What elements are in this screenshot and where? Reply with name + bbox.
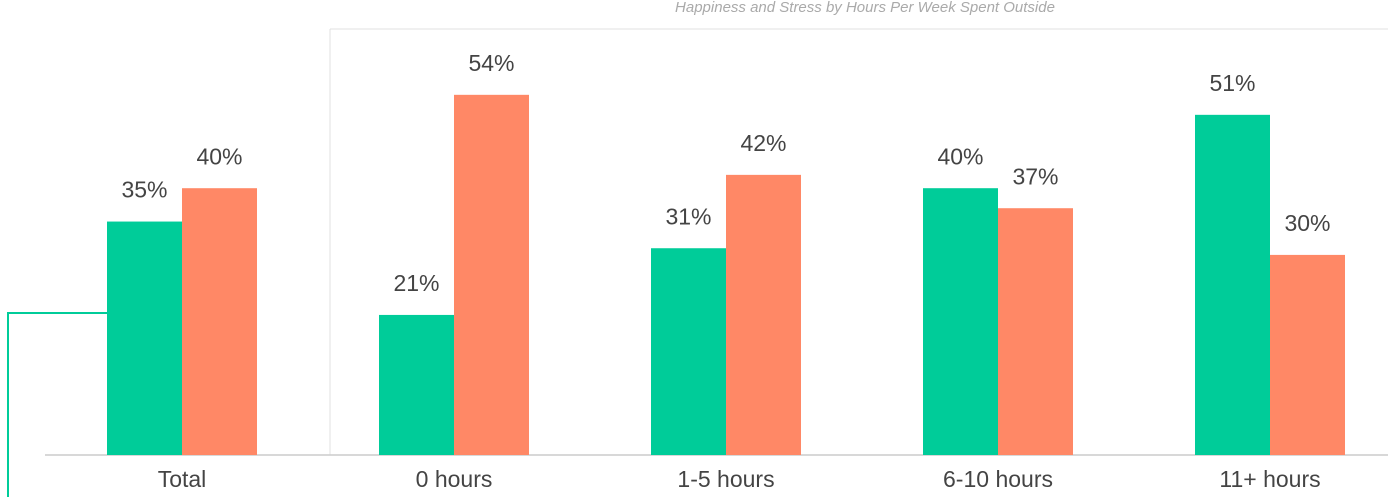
x-tick-label: 6-10 hours <box>943 466 1053 492</box>
x-tick-label: 1-5 hours <box>677 466 774 492</box>
connector <box>7 312 107 497</box>
data-label: 42% <box>740 130 786 156</box>
data-label: 30% <box>1284 210 1330 236</box>
data-label: 40% <box>196 143 242 169</box>
data-label: 51% <box>1209 70 1255 96</box>
data-label: 54% <box>468 50 514 76</box>
data-label: 21% <box>393 270 439 296</box>
bar <box>998 208 1073 455</box>
bar <box>923 188 998 455</box>
data-label: 40% <box>937 143 983 169</box>
bar <box>1195 114 1270 455</box>
chart-title: Happiness and Stress by Hours Per Week S… <box>640 0 1090 23</box>
bar <box>651 248 726 455</box>
bar <box>107 221 182 455</box>
x-tick-label: 11+ hours <box>1219 466 1320 492</box>
bar <box>1270 254 1345 455</box>
data-label: 37% <box>1012 163 1058 189</box>
bar <box>726 174 801 456</box>
x-tick-label: Total <box>158 466 207 492</box>
x-tick-label: 0 hours <box>416 466 493 492</box>
bar <box>379 314 454 455</box>
data-label: 35% <box>121 177 167 203</box>
bar <box>182 188 257 455</box>
bar <box>454 94 529 455</box>
data-label: 31% <box>665 203 711 229</box>
